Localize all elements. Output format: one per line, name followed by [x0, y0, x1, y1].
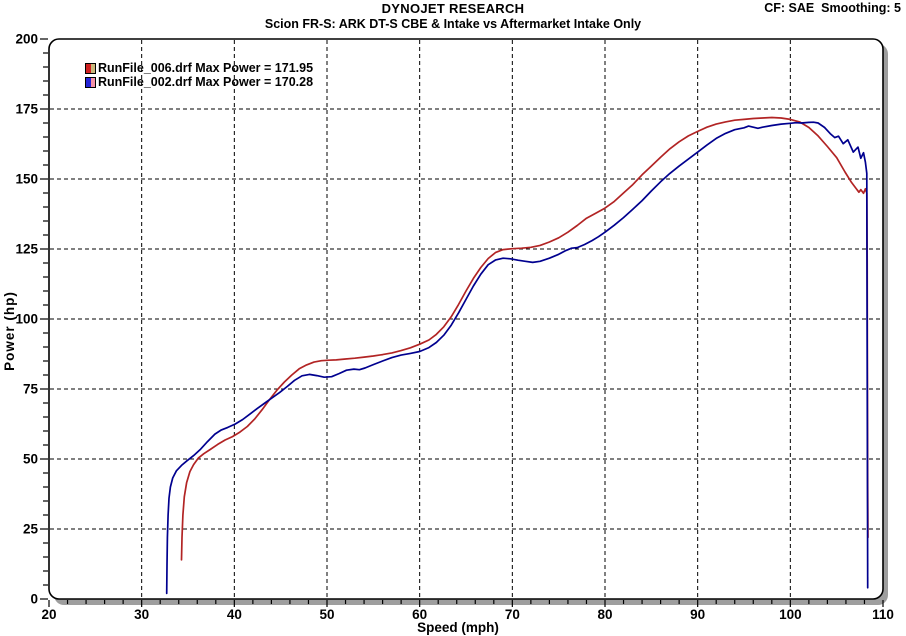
x-axis-title: Speed (mph): [417, 620, 499, 635]
chart-title: Scion FR-S: ARK DT-S CBE & Intake vs Aft…: [264, 17, 642, 31]
legend-label-run006: RunFile_006.drf Max Power = 171.95: [98, 61, 314, 75]
x-tick-label-50: 50: [319, 607, 334, 622]
y-axis-title: Power (hp): [2, 291, 17, 371]
x-tick-label-20: 20: [41, 607, 56, 622]
app-title: DYNOJET RESEARCH: [381, 1, 525, 16]
power-curve-runfile-002-drf: [165, 121, 869, 595]
y-tick-label-200: 200: [15, 32, 38, 47]
y-tick-label-75: 75: [23, 382, 39, 397]
y-tick-label-100: 100: [15, 312, 38, 327]
tick-labels: 20 30 40 50 60 70 80 90 100 110 0 25 50 75 100 125 150 17…: [15, 32, 893, 623]
x-tick-label-100: 100: [779, 607, 802, 622]
run006-color-swatch: [85, 63, 96, 74]
run002-color-swatch: [85, 77, 96, 88]
x-tick-label-30: 30: [134, 607, 149, 622]
x-tick-label-60: 60: [412, 607, 427, 622]
y-tick-label-25: 25: [23, 522, 39, 537]
power-curve-runfile-006-drf: [180, 116, 869, 561]
legend-label-run002: RunFile_002.drf Max Power = 170.28: [98, 75, 314, 89]
y-tick-label-125: 125: [15, 242, 38, 257]
x-tick-label-110: 110: [872, 607, 894, 622]
gridlines: [50, 40, 882, 598]
y-tick-label-50: 50: [23, 452, 38, 467]
y-tick-label-175: 175: [15, 102, 38, 117]
x-tick-label-90: 90: [690, 607, 705, 622]
y-tick-label-0: 0: [30, 592, 38, 607]
y-tick-label-150: 150: [15, 172, 38, 187]
x-tick-label-80: 80: [597, 607, 612, 622]
x-tick-label-70: 70: [505, 607, 520, 622]
legend-item-run002: RunFile_002.drf Max Power = 170.28: [85, 76, 313, 89]
legend-item-run006: RunFile_006.drf Max Power = 171.95: [85, 62, 313, 75]
tick-marks: [40, 38, 884, 607]
curves: [165, 116, 869, 595]
legend: RunFile_006.drf Max Power = 171.95 RunFi…: [85, 62, 313, 90]
correction-smoothing-label: CF: SAE Smoothing: 5: [764, 1, 901, 15]
x-tick-label-40: 40: [227, 607, 242, 622]
